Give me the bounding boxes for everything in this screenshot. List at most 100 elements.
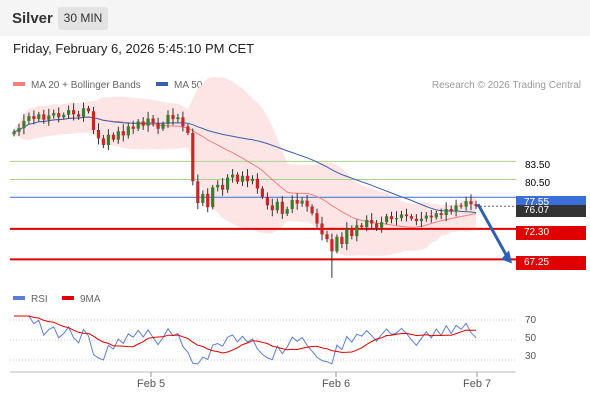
- candle-body: [191, 133, 195, 182]
- candle-body: [111, 134, 115, 140]
- candle-body: [419, 218, 423, 222]
- candle-body: [131, 126, 135, 129]
- candle-body: [146, 118, 150, 126]
- candle-body: [86, 108, 91, 112]
- candle-body: [280, 201, 284, 214]
- candle-body: [216, 184, 220, 188]
- forecast-arrow-shaft: [476, 203, 509, 258]
- candle-body: [310, 206, 314, 214]
- candle-body: [250, 178, 255, 182]
- candle-body: [186, 126, 190, 133]
- candle-body: [454, 205, 458, 212]
- rsi-ma-label: 9MA: [80, 294, 101, 305]
- candle-body: [201, 193, 205, 203]
- legend-rsi-ma: 9MA: [62, 294, 101, 305]
- candle-body: [270, 205, 274, 211]
- candle-body: [240, 175, 245, 182]
- candle-body: [340, 236, 344, 244]
- candle-body: [121, 131, 125, 136]
- legend-rsi: RSI: [13, 294, 48, 305]
- rsi-swatch: [13, 296, 25, 301]
- candle-body: [424, 215, 428, 219]
- candle-body: [414, 218, 418, 222]
- x-label-feb6: Feb 6: [322, 378, 351, 390]
- candle-body: [166, 114, 170, 124]
- ma50-swatch: [156, 82, 168, 87]
- x-label-feb5: Feb 5: [137, 378, 166, 390]
- legend-ma50: MA 50: [156, 80, 202, 91]
- ma50-line: [13, 116, 477, 214]
- candle-body: [439, 213, 443, 215]
- candle-body: [116, 131, 120, 140]
- candle-body: [295, 200, 299, 204]
- candle-body: [255, 178, 259, 189]
- candle-body: [370, 219, 374, 224]
- candle-body: [399, 214, 404, 218]
- rsi-chart: [10, 315, 516, 365]
- candle-body: [22, 120, 26, 129]
- candle-body: [221, 184, 225, 190]
- candle-body: [464, 201, 468, 207]
- candle-body: [136, 121, 140, 129]
- candle-body: [81, 108, 86, 117]
- candle-body: [320, 223, 324, 235]
- candle-body: [365, 219, 369, 228]
- candle-body: [151, 118, 155, 124]
- legend-ma20-bollinger: MA 20 + Bollinger Bands: [13, 80, 141, 91]
- candle-body: [47, 115, 51, 120]
- copyright-text: Research © 2026 Trading Central: [431, 80, 581, 91]
- candle-body: [275, 201, 279, 211]
- candle-body: [389, 216, 394, 220]
- resistance-label-1: 83.50: [525, 160, 551, 171]
- chart-datetime: Friday, February 6, 2026 5:45:10 PM CET: [13, 41, 255, 56]
- rsi-level-50: 50: [525, 333, 537, 344]
- candle-body: [101, 138, 105, 145]
- candle-body: [72, 110, 76, 115]
- candle-body: [444, 209, 448, 215]
- ma20-label: MA 20 + Bollinger Bands: [31, 80, 141, 91]
- candle-body: [171, 114, 175, 120]
- candle-body: [350, 228, 354, 237]
- candle-body: [27, 116, 31, 121]
- candle-body: [305, 200, 309, 207]
- candle-body: [106, 134, 110, 146]
- candle-body: [37, 114, 41, 120]
- rsi-level-30: 30: [525, 351, 537, 362]
- chart-header: Silver 30 MIN: [0, 0, 590, 36]
- ma20-swatch: [13, 82, 25, 87]
- candle-body: [211, 187, 215, 208]
- candle-body: [345, 228, 349, 244]
- forecast-arrow-head: [501, 250, 512, 264]
- candle-body: [57, 113, 61, 118]
- rsi-line: [14, 315, 477, 365]
- rsi-level-70: 70: [525, 315, 537, 326]
- support-tag-2: 67.25: [516, 256, 586, 270]
- candle-body: [67, 110, 71, 115]
- candle-body: [315, 213, 319, 224]
- symbol-title: Silver: [12, 10, 53, 27]
- candle-body: [355, 225, 359, 237]
- candle-body: [394, 218, 399, 220]
- candle-body: [206, 193, 210, 208]
- support-tag-1: 72.30: [516, 226, 586, 240]
- candle-body: [474, 204, 478, 206]
- candle-body: [260, 188, 264, 197]
- candle-body: [17, 128, 21, 132]
- candle-body: [265, 196, 269, 206]
- candle-body: [91, 111, 96, 130]
- candle-body: [429, 215, 433, 218]
- candle-body: [235, 174, 240, 182]
- candle-body: [52, 113, 56, 116]
- candle-body: [409, 216, 413, 219]
- time-axis: [10, 371, 516, 377]
- candle-body: [196, 181, 200, 203]
- timeframe-badge[interactable]: 30 MIN: [58, 7, 108, 30]
- candle-body: [360, 225, 364, 228]
- candle-body: [156, 123, 160, 129]
- candle-body: [226, 177, 230, 190]
- candle-body: [176, 117, 180, 120]
- last-price-tag: 76.07: [516, 205, 586, 217]
- candle-body: [335, 236, 339, 252]
- candle-body: [181, 117, 185, 127]
- bollinger-band-area: [14, 76, 476, 257]
